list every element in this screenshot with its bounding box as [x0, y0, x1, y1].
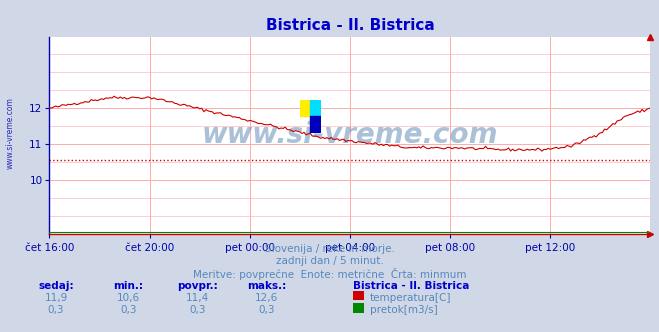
Text: temperatura[C]: temperatura[C]	[370, 293, 451, 303]
Bar	[300, 100, 310, 116]
Text: min.:: min.:	[113, 281, 144, 290]
Text: 0,3: 0,3	[47, 305, 65, 315]
Text: 10,6: 10,6	[117, 293, 140, 303]
Text: pretok[m3/s]: pretok[m3/s]	[370, 305, 438, 315]
Title: Bistrica - Il. Bistrica: Bistrica - Il. Bistrica	[266, 18, 434, 33]
Text: 11,9: 11,9	[44, 293, 68, 303]
Bar	[310, 116, 321, 133]
Text: Bistrica - Il. Bistrica: Bistrica - Il. Bistrica	[353, 281, 469, 290]
Text: sedaj:: sedaj:	[38, 281, 74, 290]
Text: www.si-vreme.com: www.si-vreme.com	[5, 97, 14, 169]
Text: 0,3: 0,3	[120, 305, 137, 315]
Text: 11,4: 11,4	[186, 293, 210, 303]
Text: povpr.:: povpr.:	[177, 281, 218, 290]
Text: 0,3: 0,3	[258, 305, 275, 315]
Text: www.si-vreme.com: www.si-vreme.com	[202, 121, 498, 149]
Text: maks.:: maks.:	[247, 281, 287, 290]
Text: Slovenija / reke in morje.: Slovenija / reke in morje.	[264, 244, 395, 254]
Text: Meritve: povprečne  Enote: metrične  Črta: minmum: Meritve: povprečne Enote: metrične Črta:…	[192, 268, 467, 280]
Text: 12,6: 12,6	[255, 293, 279, 303]
Text: 0,3: 0,3	[189, 305, 206, 315]
Text: zadnji dan / 5 minut.: zadnji dan / 5 minut.	[275, 256, 384, 266]
Bar	[310, 100, 321, 116]
